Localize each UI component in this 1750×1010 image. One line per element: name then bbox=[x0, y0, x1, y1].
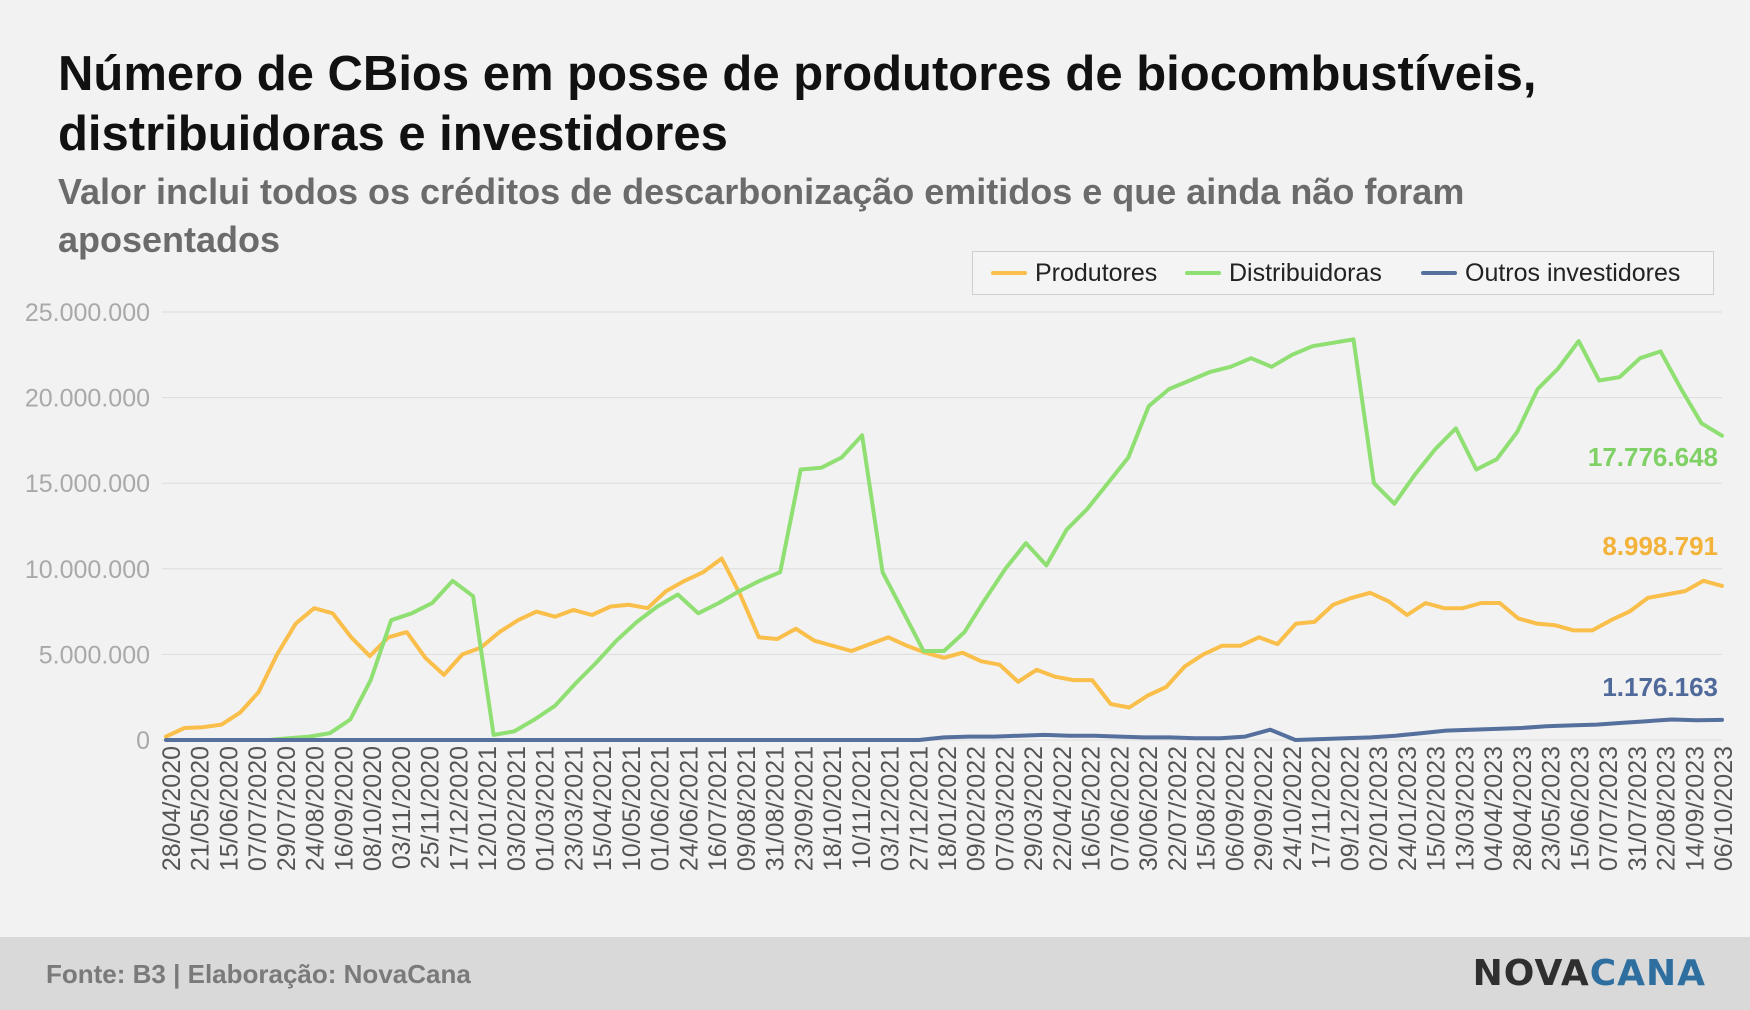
x-tick-label: 31/07/2023 bbox=[1624, 746, 1652, 871]
x-tick-label: 08/10/2020 bbox=[359, 746, 387, 871]
x-tick-label: 03/12/2021 bbox=[877, 746, 905, 871]
x-tick-label: 27/12/2021 bbox=[905, 746, 933, 871]
x-tick-label: 29/09/2022 bbox=[1250, 746, 1278, 871]
legend-swatch-produtores bbox=[991, 271, 1027, 275]
x-tick-label: 09/02/2022 bbox=[963, 746, 991, 871]
x-tick-label: 03/11/2020 bbox=[388, 746, 416, 869]
x-tick-label: 23/09/2021 bbox=[790, 746, 818, 871]
chart-title: Número de CBios em posse de produtores d… bbox=[58, 47, 1537, 161]
chart-legend: Produtores Distribuidoras Outros investi… bbox=[972, 251, 1714, 295]
novacana-logo: NOVA CANA bbox=[1473, 951, 1706, 997]
y-tick-label: 10.000.000 bbox=[25, 556, 150, 584]
x-tick-label: 24/08/2020 bbox=[302, 746, 330, 871]
x-tick-label: 22/08/2023 bbox=[1653, 746, 1681, 871]
x-tick-label: 18/01/2022 bbox=[934, 746, 962, 871]
line-chart: 0 5.000.000 10.000.000 15.000.000 20.000.000… bbox=[25, 299, 1738, 871]
x-tick-label: 12/01/2021 bbox=[474, 746, 502, 871]
x-tick-label: 06/09/2022 bbox=[1221, 746, 1249, 871]
x-tick-label: 24/01/2023 bbox=[1394, 746, 1422, 871]
x-tick-label: 30/06/2022 bbox=[1135, 746, 1163, 871]
x-tick-label: 17/12/2020 bbox=[445, 746, 473, 871]
x-tick-label: 14/09/2023 bbox=[1681, 746, 1709, 871]
x-tick-label: 28/04/2020 bbox=[158, 746, 186, 871]
logo-part-2: CANA bbox=[1589, 953, 1706, 994]
x-tick-label: 25/11/2020 bbox=[417, 746, 445, 869]
end-label-distribuidoras: 17.776.648 bbox=[1588, 442, 1718, 472]
x-tick-label: 22/04/2022 bbox=[1049, 746, 1077, 871]
x-tick-label: 31/08/2021 bbox=[762, 746, 790, 871]
x-tick-label: 15/06/2020 bbox=[215, 746, 243, 871]
x-tick-label: 16/09/2020 bbox=[330, 746, 358, 871]
x-tick-label: 24/06/2021 bbox=[675, 746, 703, 871]
legend-item-produtores: Produtores bbox=[991, 258, 1157, 288]
x-tick-label: 15/08/2022 bbox=[1193, 746, 1221, 871]
legend-swatch-distribuidoras bbox=[1185, 271, 1221, 275]
end-label-outros: 1.176.163 bbox=[1602, 672, 1718, 702]
x-tick-label: 06/10/2023 bbox=[1710, 746, 1738, 871]
logo-part-1: NOVA bbox=[1472, 953, 1590, 994]
x-tick-label: 21/05/2020 bbox=[187, 746, 215, 871]
x-tick-label: 03/02/2021 bbox=[503, 746, 531, 871]
legend-label-outros: Outros investidores bbox=[1465, 258, 1681, 287]
x-tick-label: 10/11/2021 bbox=[848, 746, 876, 869]
x-tick-label: 15/02/2023 bbox=[1423, 746, 1451, 871]
x-tick-label: 16/05/2022 bbox=[1078, 746, 1106, 871]
series-line-distribuidoras bbox=[164, 337, 1724, 742]
x-tick-label: 22/07/2022 bbox=[1164, 746, 1192, 871]
x-tick-label: 02/01/2023 bbox=[1365, 746, 1393, 871]
x-tick-label: 28/04/2023 bbox=[1509, 746, 1537, 871]
x-tick-label: 23/03/2021 bbox=[560, 746, 588, 871]
x-tick-label: 17/11/2022 bbox=[1308, 746, 1336, 869]
series-line-produtores bbox=[164, 556, 1724, 739]
x-tick-label: 07/07/2020 bbox=[244, 746, 272, 871]
legend-item-distribuidoras: Distribuidoras bbox=[1185, 258, 1382, 288]
x-tick-label: 01/06/2021 bbox=[647, 746, 675, 871]
y-tick-label: 15.000.000 bbox=[25, 470, 150, 498]
footer: Fonte: B3 | Elaboração: NovaCana NOVA CA… bbox=[0, 937, 1750, 1010]
x-tick-label: 09/12/2022 bbox=[1336, 746, 1364, 871]
x-tick-label: 13/03/2023 bbox=[1451, 746, 1479, 871]
legend-item-outros: Outros investidores bbox=[1421, 258, 1680, 288]
x-tick-label: 01/03/2021 bbox=[532, 746, 560, 871]
end-label-produtores: 8.998.791 bbox=[1602, 531, 1718, 561]
x-tick-label: 16/07/2021 bbox=[704, 746, 732, 871]
x-tick-label: 09/08/2021 bbox=[733, 746, 761, 871]
x-tick-label: 10/05/2021 bbox=[618, 746, 646, 871]
y-tick-label: 20.000.000 bbox=[25, 385, 150, 413]
legend-swatch-outros bbox=[1421, 271, 1457, 275]
x-tick-label: 15/04/2021 bbox=[589, 746, 617, 871]
x-tick-label: 24/10/2022 bbox=[1279, 746, 1307, 871]
chart-subtitle: Valor inclui todos os créditos de descar… bbox=[58, 171, 1465, 260]
legend-label-produtores: Produtores bbox=[1035, 258, 1158, 287]
x-tick-label: 07/07/2023 bbox=[1595, 746, 1623, 871]
x-tick-label: 18/10/2021 bbox=[819, 746, 847, 871]
x-tick-label: 29/03/2022 bbox=[1020, 746, 1048, 871]
y-tick-label: 5.000.000 bbox=[39, 641, 150, 669]
y-tick-label: 0 bbox=[136, 727, 150, 755]
series-line-outros bbox=[164, 717, 1724, 742]
x-tick-label: 29/07/2020 bbox=[273, 746, 301, 871]
legend-label-distribuidoras: Distribuidoras bbox=[1229, 258, 1382, 287]
x-tick-label: 23/05/2023 bbox=[1538, 746, 1566, 871]
x-tick-label: 07/06/2022 bbox=[1106, 746, 1134, 871]
x-tick-label: 07/03/2022 bbox=[991, 746, 1019, 871]
y-tick-label: 25.000.000 bbox=[25, 299, 150, 327]
x-tick-label: 15/06/2023 bbox=[1566, 746, 1594, 871]
source-note: Fonte: B3 | Elaboração: NovaCana bbox=[46, 959, 471, 989]
x-tick-label: 04/04/2023 bbox=[1480, 746, 1508, 871]
